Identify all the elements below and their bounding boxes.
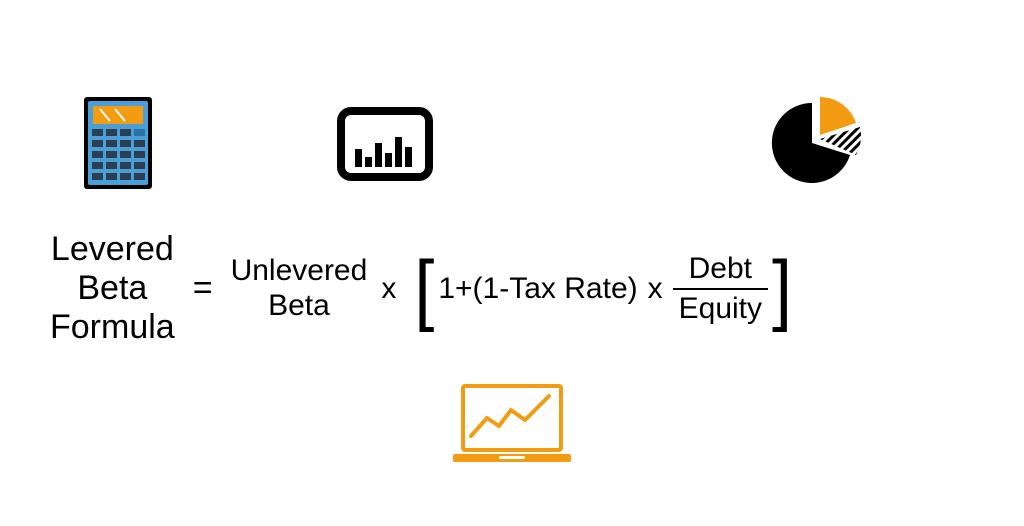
icon-row [0,100,1024,200]
tax-rate: Tax Rate [509,272,627,306]
bracket-content: 1 + ( 1 - Tax Rate ) x Debt Equity [438,252,768,326]
left-bracket: [ [414,249,434,328]
unlevered-beta-term: Unlevered Beta [231,254,368,323]
unlevered-line1: Unlevered [231,254,368,289]
pie-chart-icon [770,95,866,188]
one: 1 [438,272,455,306]
formula-title: Levered Beta Formula [50,230,175,347]
title-line3: Formula [50,308,175,347]
calculator-icon [80,95,156,196]
debt-equity-fraction: Debt Equity [673,252,768,326]
debt-numerator: Debt [683,252,758,288]
one2: 1 [483,272,500,306]
laptop-chart-icon [447,380,577,477]
formula-row: Levered Beta Formula = Unlevered Beta x … [0,230,1024,347]
equity-denominator: Equity [673,288,768,326]
open-paren: ( [473,272,483,306]
times-sign-2: x [648,272,663,306]
title-line1: Levered [50,230,175,269]
unlevered-line2: Beta [231,289,368,324]
minus: - [499,272,509,306]
barchart-icon [335,105,435,190]
title-line2: Beta [50,269,175,308]
times-sign-1: x [381,272,396,306]
plus: + [455,272,473,306]
equals-sign: = [193,269,213,308]
close-paren: ) [628,272,638,306]
right-bracket: ] [772,249,792,328]
